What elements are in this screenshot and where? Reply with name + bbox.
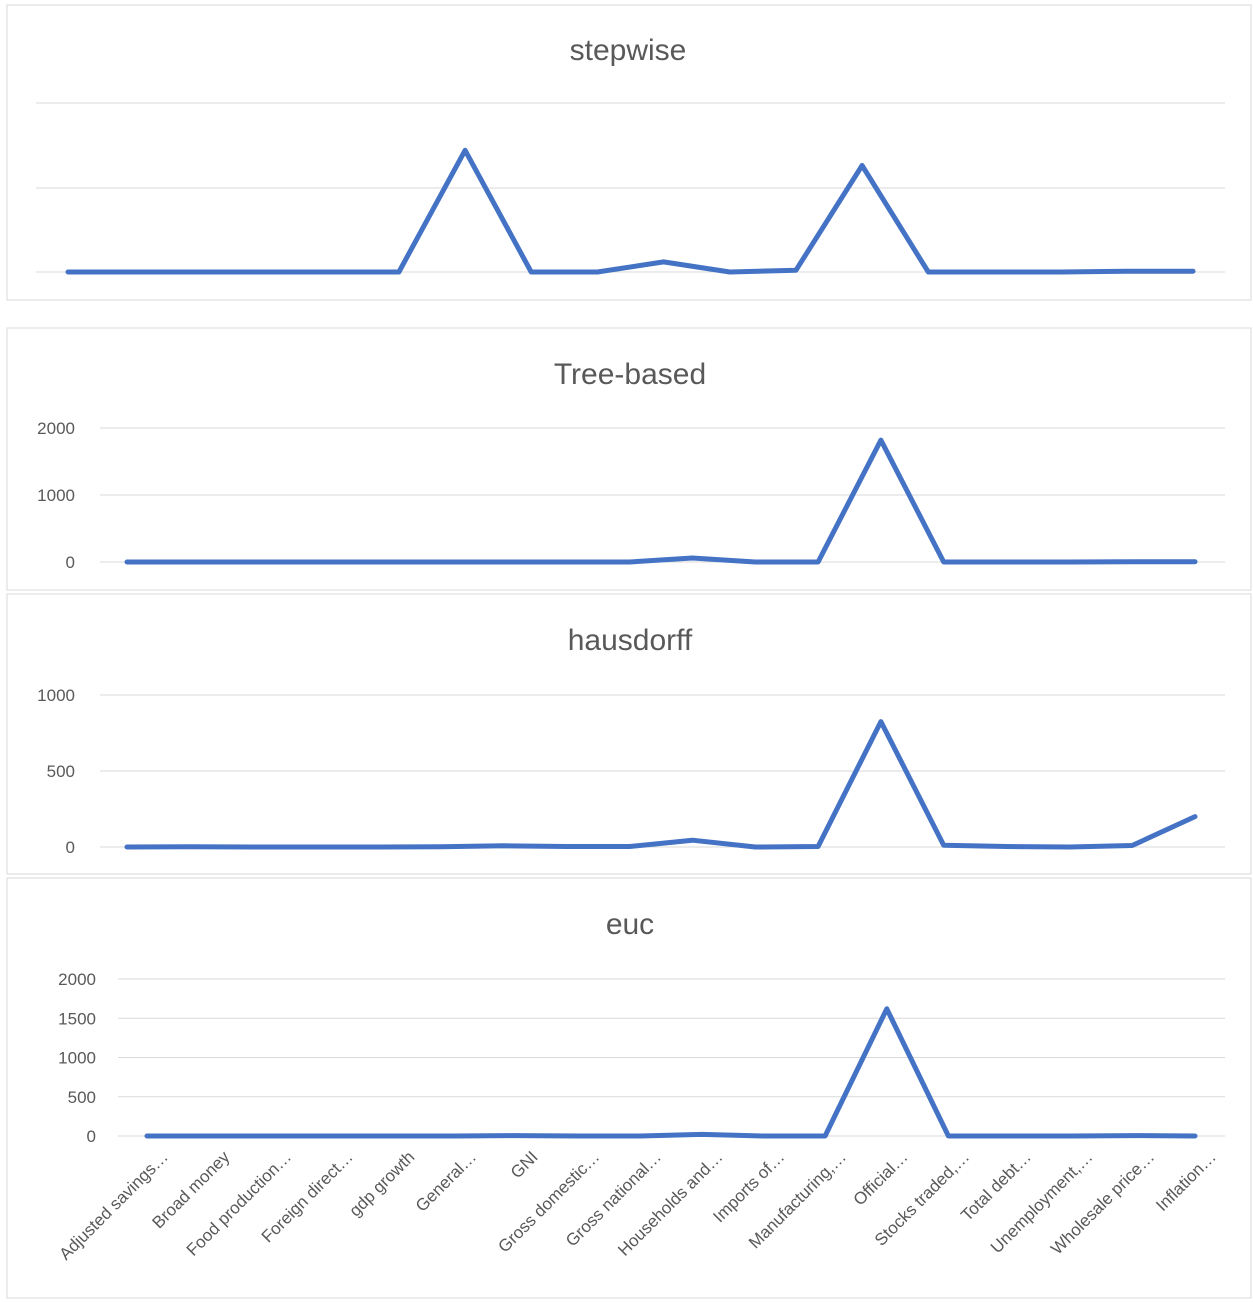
chart-euc-y-tick-label: 1000: [58, 1049, 96, 1068]
chart-euc-series-line: [144, 1006, 1198, 1139]
chart-tree-based-title: Tree-based: [554, 358, 706, 391]
chart-tree-based-y-tick-label: 1000: [37, 486, 75, 505]
chart-euc-y-tick-label: 500: [68, 1088, 96, 1107]
chart-stepwise-title: stepwise: [570, 34, 687, 67]
chart-euc-y-tick-label: 2000: [58, 970, 96, 989]
chart-euc-y-tick-label: 0: [87, 1127, 96, 1146]
chart-hausdorff: hausdorff 1000 500 0: [6, 593, 1252, 875]
chart-euc-title: euc: [606, 908, 654, 941]
chart-stepwise-series-line: [65, 147, 1196, 275]
chart-tree-based-series-line: [124, 437, 1198, 565]
chart-hausdorff-series-line: [124, 719, 1198, 850]
chart-hausdorff-frame: [6, 593, 1252, 875]
chart-stepwise-frame: [6, 4, 1252, 301]
chart-hausdorff-y-tick-label: 1000: [37, 686, 75, 705]
chart-tree-based: Tree-based 2000 1000 0: [6, 327, 1252, 591]
chart-tree-based-y-tick-label: 2000: [37, 419, 75, 438]
chart-euc-frame: [6, 877, 1252, 1299]
chart-tree-based-frame: [6, 327, 1252, 591]
chart-hausdorff-y-tick-label: 0: [66, 838, 75, 857]
chart-euc-y-tick-label: 1500: [58, 1009, 96, 1028]
chart-hausdorff-title: hausdorff: [568, 624, 693, 657]
chart-tree-based-y-tick-label: 0: [66, 553, 75, 572]
chart-stepwise: stepwise: [6, 4, 1252, 301]
chart-hausdorff-y-tick-label: 500: [47, 762, 75, 781]
